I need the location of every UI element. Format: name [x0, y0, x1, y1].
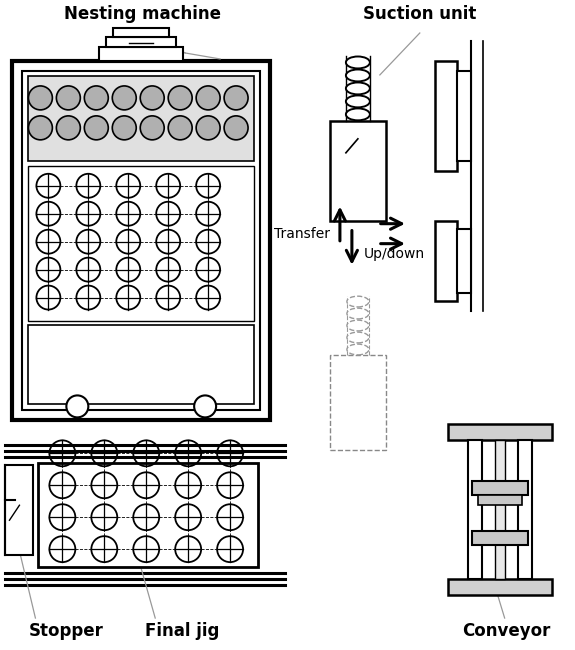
Circle shape [28, 116, 52, 140]
Bar [13, 61, 270, 421]
Ellipse shape [347, 332, 369, 343]
Text: Stopper: Stopper [28, 622, 104, 640]
Circle shape [66, 395, 89, 417]
Bar [457, 229, 471, 292]
Ellipse shape [347, 320, 369, 331]
Circle shape [196, 116, 220, 140]
Bar [28, 324, 254, 404]
Bar [518, 440, 532, 579]
Bar [28, 166, 254, 320]
Ellipse shape [346, 83, 370, 94]
Bar [106, 37, 176, 47]
Bar [457, 71, 471, 161]
Bar [5, 465, 33, 555]
Text: Nesting machine: Nesting machine [64, 5, 221, 23]
Bar [472, 531, 528, 545]
Bar [28, 76, 254, 161]
Ellipse shape [346, 57, 370, 68]
Circle shape [56, 116, 80, 140]
Bar [448, 424, 551, 440]
Text: Transfer: Transfer [274, 227, 330, 240]
Bar [39, 463, 258, 567]
Circle shape [140, 86, 164, 110]
Bar [494, 440, 505, 579]
Circle shape [196, 86, 220, 110]
Bar [99, 47, 183, 61]
Circle shape [85, 116, 108, 140]
Circle shape [140, 116, 164, 140]
Text: Suction unit: Suction unit [363, 5, 477, 23]
Bar [472, 481, 528, 495]
Circle shape [28, 86, 52, 110]
Ellipse shape [347, 308, 369, 319]
Circle shape [112, 116, 136, 140]
Circle shape [194, 395, 216, 417]
Circle shape [112, 86, 136, 110]
Text: Conveyor: Conveyor [462, 622, 550, 640]
Bar [435, 221, 457, 300]
Ellipse shape [347, 296, 369, 307]
Circle shape [85, 86, 108, 110]
Bar [467, 440, 482, 579]
Bar [478, 495, 522, 505]
Text: Up/down: Up/down [364, 246, 425, 261]
Bar [435, 61, 457, 171]
Circle shape [168, 86, 192, 110]
Bar [330, 356, 386, 450]
Ellipse shape [346, 70, 370, 81]
Bar [22, 71, 260, 410]
Ellipse shape [346, 96, 370, 107]
Circle shape [224, 116, 248, 140]
Circle shape [224, 86, 248, 110]
Text: Final jig: Final jig [145, 622, 220, 640]
Ellipse shape [347, 344, 369, 355]
Bar [113, 28, 169, 37]
Circle shape [168, 116, 192, 140]
Ellipse shape [346, 109, 370, 120]
Bar [330, 121, 386, 221]
Circle shape [56, 86, 80, 110]
Bar [448, 579, 551, 595]
